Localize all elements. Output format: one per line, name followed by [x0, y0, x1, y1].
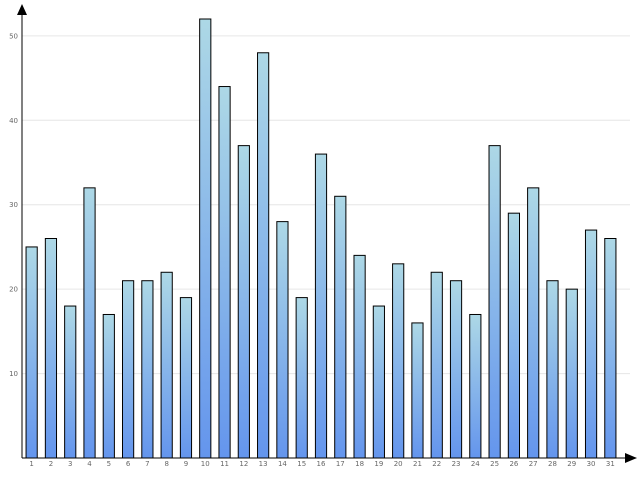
- bar-16: [314, 153, 328, 459]
- x-tick-label: 2: [49, 460, 53, 468]
- x-tick-label: 9: [184, 460, 188, 468]
- bar-3: [64, 305, 77, 459]
- bar-13: [257, 52, 270, 459]
- x-tick-label: 16: [317, 460, 326, 468]
- x-tick-label: 27: [529, 460, 538, 468]
- bar-9: [179, 297, 193, 459]
- bars: [25, 18, 617, 459]
- x-axis-arrow-icon: [625, 453, 637, 463]
- x-tick-label: 29: [567, 460, 576, 468]
- bar-14: [276, 221, 289, 459]
- y-axis-arrow-icon: [17, 4, 27, 15]
- x-tick-label: 30: [587, 460, 596, 468]
- bar-23: [449, 280, 463, 459]
- bar-11: [218, 86, 231, 459]
- x-tick-label: 17: [336, 460, 345, 468]
- x-tick-label: 23: [452, 460, 461, 468]
- x-tick-label: 3: [68, 460, 72, 468]
- bar-2: [44, 238, 58, 459]
- y-tick-label: 40: [9, 117, 18, 125]
- x-tick-label: 13: [259, 460, 268, 468]
- bar-29: [565, 288, 578, 459]
- x-tick-label: 8: [164, 460, 168, 468]
- bar-20: [392, 263, 405, 459]
- bar-7: [141, 280, 154, 459]
- bar-24: [469, 313, 482, 459]
- bar-28: [546, 280, 559, 459]
- bar-15: [295, 297, 308, 459]
- x-tick-label: 15: [297, 460, 306, 468]
- bar-4: [83, 187, 96, 459]
- bar-30: [584, 229, 598, 459]
- y-tick-label: 50: [9, 32, 18, 40]
- x-tick-label: 22: [432, 460, 441, 468]
- x-tick-label: 21: [413, 460, 422, 468]
- x-tick-label: 11: [220, 460, 229, 468]
- y-tick-label: 30: [9, 201, 18, 209]
- x-tick-label: 20: [394, 460, 403, 468]
- bar-10: [199, 18, 212, 459]
- x-tick-label: 26: [509, 460, 518, 468]
- x-tick-label: 10: [201, 460, 210, 468]
- x-tick-label: 14: [278, 460, 287, 468]
- x-tick-label: 28: [548, 460, 557, 468]
- x-tick-label: 4: [87, 460, 92, 468]
- x-tick-label: 19: [374, 460, 383, 468]
- bar-6: [122, 280, 135, 459]
- x-tick-label: 1: [29, 460, 33, 468]
- x-tick-label: 6: [126, 460, 131, 468]
- bar-26: [507, 212, 520, 459]
- x-tick-label: 12: [239, 460, 248, 468]
- x-tick-label: 31: [606, 460, 615, 468]
- bar-18: [353, 254, 366, 459]
- bar-1: [25, 246, 38, 459]
- x-tick-label: 24: [471, 460, 480, 468]
- x-tick-label: 5: [107, 460, 111, 468]
- bar-12: [237, 145, 250, 459]
- bar-5: [102, 313, 115, 459]
- bar-25: [488, 145, 501, 459]
- x-tick-label: 7: [145, 460, 149, 468]
- bar-22: [430, 271, 443, 459]
- bar-21: [411, 322, 424, 459]
- bar-8: [160, 271, 173, 459]
- bar-27: [527, 187, 540, 459]
- axes: [17, 4, 637, 463]
- bar-17: [334, 195, 347, 459]
- bar-31: [604, 238, 617, 459]
- y-tick-label: 20: [9, 286, 18, 294]
- bar-19: [372, 305, 385, 459]
- x-tick-label: 18: [355, 460, 364, 468]
- y-tick-label: 10: [9, 370, 18, 378]
- x-tick-label: 25: [490, 460, 499, 468]
